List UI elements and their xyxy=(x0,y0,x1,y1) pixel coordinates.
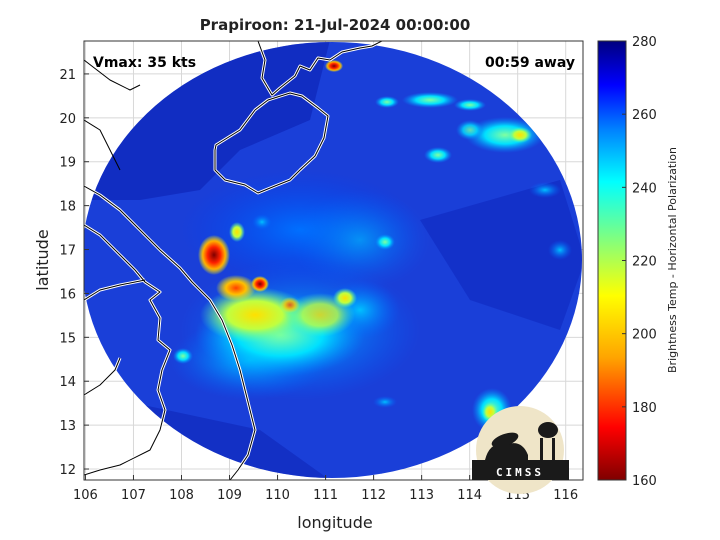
colorbar-label: Brightness Temp - Horizontal Polarizatio… xyxy=(666,147,679,373)
colorbar-tick-label: 220 xyxy=(632,255,657,270)
x-tick-label: 106 xyxy=(73,488,98,503)
colorbar-ticks: 160 180 200 220 240 260 280 xyxy=(622,35,657,489)
ne-cluster-6 xyxy=(529,182,561,198)
hot-spot-orange xyxy=(216,275,256,301)
y-axis-ticks: 12 13 14 15 16 17 18 19 20 21 xyxy=(59,68,89,478)
cell-2 xyxy=(173,348,193,364)
convection-yellow-spot xyxy=(333,288,357,308)
y-tick-label: 13 xyxy=(59,419,76,434)
colorbar-tick-label: 240 xyxy=(632,181,657,196)
logo-tower-tank xyxy=(538,422,558,438)
coastline-outlines xyxy=(84,41,383,480)
chart-title: Prapiroon: 21-Jul-2024 00:00:00 xyxy=(200,16,471,34)
hot-spot-yellow-north xyxy=(229,222,245,242)
x-tick-label: 114 xyxy=(457,488,482,503)
y-tick-label: 18 xyxy=(59,200,76,215)
cell-1 xyxy=(375,234,395,250)
logo-dish xyxy=(491,432,519,448)
y-axis-label: latitude xyxy=(33,229,52,290)
hot-spot-orange-small xyxy=(280,297,300,313)
colorbar-tick-label: 280 xyxy=(632,35,657,50)
logo-tower-leg-1 xyxy=(540,438,543,460)
colorbar-tick-label: 160 xyxy=(632,474,657,489)
y-tick-label: 16 xyxy=(59,287,76,302)
ne-cluster-3 xyxy=(454,99,486,111)
cimss-logo: CIMSS xyxy=(472,406,569,494)
hot-spot-red-small xyxy=(251,276,269,292)
vmax-label: Vmax: 35 kts xyxy=(93,55,196,71)
logo-dish-left xyxy=(485,443,528,460)
x-tick-label: 108 xyxy=(169,488,194,503)
y-tick-label: 19 xyxy=(59,156,76,171)
x-tick-label: 112 xyxy=(361,488,386,503)
colorbar-tick-label: 260 xyxy=(632,108,657,123)
ne-cluster-yellow xyxy=(508,127,532,143)
y-tick-label: 14 xyxy=(59,375,76,390)
cold-region-east xyxy=(420,180,582,330)
x-tick-label: 110 xyxy=(265,488,290,503)
cell-5 xyxy=(548,240,572,260)
logo-tower-leg-2 xyxy=(552,438,555,460)
north-hot-spot xyxy=(325,60,343,72)
axes-frame xyxy=(83,40,584,481)
ne-cluster-7 xyxy=(456,120,484,140)
logo-band xyxy=(472,460,569,480)
x-tick-label: 111 xyxy=(313,488,338,503)
y-tick-label: 20 xyxy=(59,112,76,127)
ne-cluster-5 xyxy=(375,96,399,108)
logo-text: CIMSS xyxy=(496,466,544,479)
colorbar-tick-label: 180 xyxy=(632,401,657,416)
x-tick-label: 107 xyxy=(121,488,146,503)
x-axis-label: longitude xyxy=(297,513,372,532)
colorbar-tick-label: 200 xyxy=(632,328,657,343)
ne-cluster-1 xyxy=(465,117,545,153)
x-tick-label: 109 xyxy=(217,488,242,503)
y-tick-label: 15 xyxy=(59,331,76,346)
y-tick-label: 21 xyxy=(59,68,76,83)
hot-spot-dark-red xyxy=(198,235,230,275)
y-tick-label: 12 xyxy=(59,463,76,478)
cell-3 xyxy=(252,214,272,230)
x-tick-label: 113 xyxy=(409,488,434,503)
time-away-label: 00:59 away xyxy=(485,55,575,71)
cell-4 xyxy=(373,396,397,408)
colorbar xyxy=(597,40,627,481)
x-tick-label: 116 xyxy=(553,488,578,503)
y-tick-label: 17 xyxy=(59,244,76,259)
ne-cluster-4 xyxy=(424,147,452,163)
ne-cluster-2 xyxy=(402,92,458,108)
